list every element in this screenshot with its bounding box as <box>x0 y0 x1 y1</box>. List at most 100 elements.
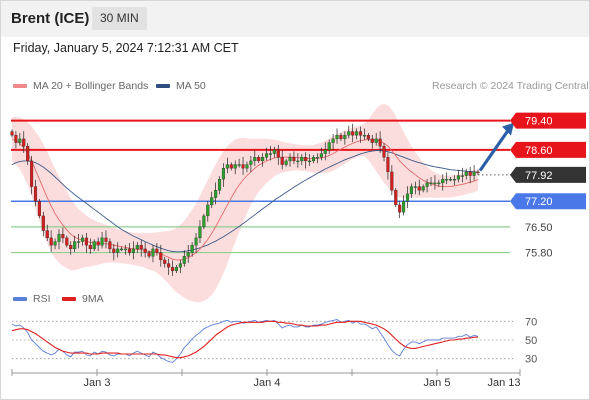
candle-body <box>80 237 85 242</box>
candle-body <box>73 241 77 250</box>
instrument-title: Brent (ICE) <box>11 10 90 27</box>
candle-body <box>390 171 394 191</box>
candle-body <box>198 226 202 239</box>
candle-body <box>339 135 343 140</box>
candle-body <box>229 164 233 169</box>
candle-body <box>296 160 300 163</box>
ma20-line <box>11 138 479 261</box>
candle-body <box>308 160 312 163</box>
candle-body <box>245 164 249 169</box>
candle-body <box>143 248 147 253</box>
candle-body <box>14 135 18 143</box>
x-tick-label: Jan 13 <box>487 377 520 389</box>
candle-body <box>249 160 253 165</box>
candle-body <box>417 186 421 191</box>
candle-body <box>100 237 104 246</box>
candle-body <box>319 153 323 158</box>
candle-body <box>147 252 151 257</box>
candle-body <box>441 179 445 184</box>
candle-body <box>456 175 460 180</box>
x-tick-label: Jan 3 <box>84 377 111 389</box>
level-badge-resistance-0 <box>510 112 586 129</box>
rsi-swatch <box>13 297 27 301</box>
candle-body <box>276 149 280 158</box>
x-tick-label: Jan 5 <box>424 377 451 389</box>
legend-9ma-label: 9MA <box>82 293 104 305</box>
rsi-series-9ma <box>11 320 478 359</box>
level-badge-last-2 <box>510 166 586 183</box>
candle-body <box>84 237 88 246</box>
candle-body <box>124 248 128 251</box>
candle-body <box>116 248 120 253</box>
candle-body <box>131 248 135 253</box>
candle-body <box>449 179 453 181</box>
candle-body <box>104 237 108 242</box>
rsi-tick-label: 30 <box>525 354 537 366</box>
candle-body <box>366 135 370 140</box>
candle-body <box>159 252 163 261</box>
candle-body <box>49 237 53 246</box>
research-credit: Research © 2024 Trading Central <box>432 80 589 92</box>
datetime-label: Friday, January 5, 2024 7:12:31 AM CET <box>13 41 239 55</box>
level-target-label: 76.50 <box>525 222 553 234</box>
candle-body <box>155 248 159 253</box>
candle-body <box>221 168 226 180</box>
level-badge-label: 77.20 <box>525 196 553 208</box>
candle-body <box>394 190 398 206</box>
candle-body <box>96 241 100 246</box>
candle-body <box>233 164 237 169</box>
candle-body <box>292 157 296 162</box>
bollinger-band-fill <box>12 103 478 303</box>
level-target-label: 75.80 <box>525 248 553 260</box>
candle-body <box>476 171 480 174</box>
level-badge-resistance-1 <box>510 141 586 158</box>
candle-body <box>202 215 206 228</box>
candle-body <box>69 245 73 250</box>
candle-body <box>22 138 26 147</box>
candle-body <box>429 182 433 185</box>
candle-body <box>174 267 179 272</box>
candle-body <box>210 197 214 206</box>
candle-body <box>304 157 308 162</box>
candle-body <box>398 204 402 213</box>
candle-body <box>280 157 284 165</box>
candle-body <box>10 131 14 136</box>
level-badge-label: 77.92 <box>525 170 553 182</box>
ma50-line <box>11 150 479 253</box>
candle-body <box>186 252 190 257</box>
rsi-series-rsi <box>11 319 479 363</box>
candle-body <box>351 131 355 136</box>
candle-body <box>284 160 288 165</box>
candle-body <box>311 157 316 162</box>
candle-body <box>88 245 92 250</box>
candles-group <box>10 123 480 276</box>
candle-body <box>300 157 304 162</box>
candle-body <box>139 245 143 250</box>
ma50-swatch <box>156 84 170 88</box>
legend-ma50-label: MA 50 <box>176 80 206 92</box>
candle-body <box>323 149 327 154</box>
candle-body <box>190 245 194 253</box>
candle-body <box>343 135 347 140</box>
candle-body <box>178 263 182 268</box>
candle-body <box>472 171 476 176</box>
candle-body <box>362 135 366 137</box>
ma9-swatch <box>62 297 76 301</box>
candle-body <box>402 201 406 213</box>
forecast-arrow-head <box>502 122 514 136</box>
candle-body <box>405 193 410 202</box>
candle-body <box>347 131 351 136</box>
candle-body <box>167 263 171 268</box>
candle-body <box>261 157 265 162</box>
candle-body <box>327 142 331 151</box>
candle-body <box>217 179 222 191</box>
candle-body <box>335 135 339 140</box>
forecast-arrow-shaft <box>478 129 510 172</box>
timeframe-badge[interactable]: 30 MIN <box>92 7 147 30</box>
candle-body <box>92 241 96 250</box>
candle-body <box>382 146 386 158</box>
legend-ma20-label: MA 20 + Bollinger Bands <box>33 80 149 92</box>
legend-9ma: 9MA <box>62 293 104 305</box>
candle-body <box>26 146 30 162</box>
